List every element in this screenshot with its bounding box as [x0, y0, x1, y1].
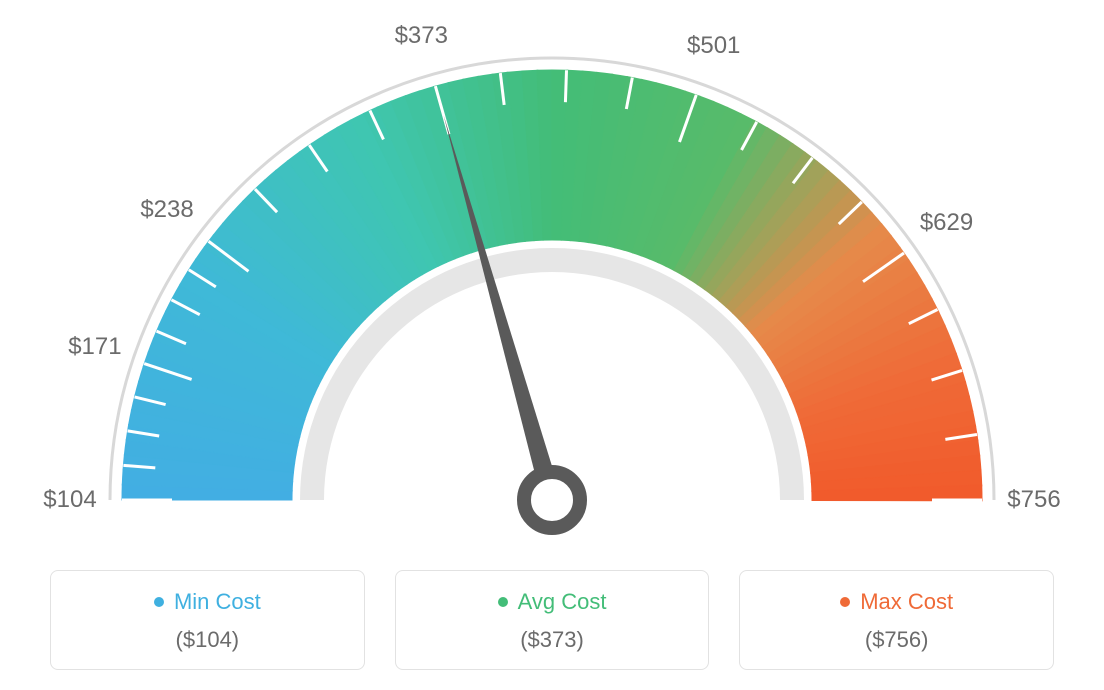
- legend-row: Min Cost ($104) Avg Cost ($373) Max Cost…: [0, 570, 1104, 670]
- legend-title-max: Max Cost: [840, 589, 953, 615]
- legend-title-min: Min Cost: [154, 589, 261, 615]
- legend-dot-max: [840, 597, 850, 607]
- gauge-tick-label: $629: [920, 209, 973, 237]
- gauge-tick-label: $373: [395, 22, 448, 50]
- legend-card-avg: Avg Cost ($373): [395, 570, 710, 670]
- legend-dot-avg: [498, 597, 508, 607]
- gauge-tick-label: $238: [140, 196, 193, 224]
- gauge-svg: [0, 0, 1104, 540]
- legend-card-min: Min Cost ($104): [50, 570, 365, 670]
- legend-label-min: Min Cost: [174, 589, 261, 615]
- legend-value-max: ($756): [750, 627, 1043, 653]
- gauge-tick-label: $756: [1007, 486, 1060, 514]
- legend-label-max: Max Cost: [860, 589, 953, 615]
- legend-card-max: Max Cost ($756): [739, 570, 1054, 670]
- gauge-area: $104 $171 $238 $373 $501 $629 $756: [0, 0, 1104, 540]
- legend-value-min: ($104): [61, 627, 354, 653]
- legend-title-avg: Avg Cost: [498, 589, 607, 615]
- cost-gauge-chart: $104 $171 $238 $373 $501 $629 $756 Min Cost ($…: [0, 0, 1104, 690]
- legend-dot-min: [154, 597, 164, 607]
- gauge-tick-label: $501: [687, 32, 740, 60]
- gauge-tick-label: $104: [43, 486, 96, 514]
- gauge-tick-label: $171: [68, 333, 121, 361]
- legend-value-avg: ($373): [406, 627, 699, 653]
- legend-label-avg: Avg Cost: [518, 589, 607, 615]
